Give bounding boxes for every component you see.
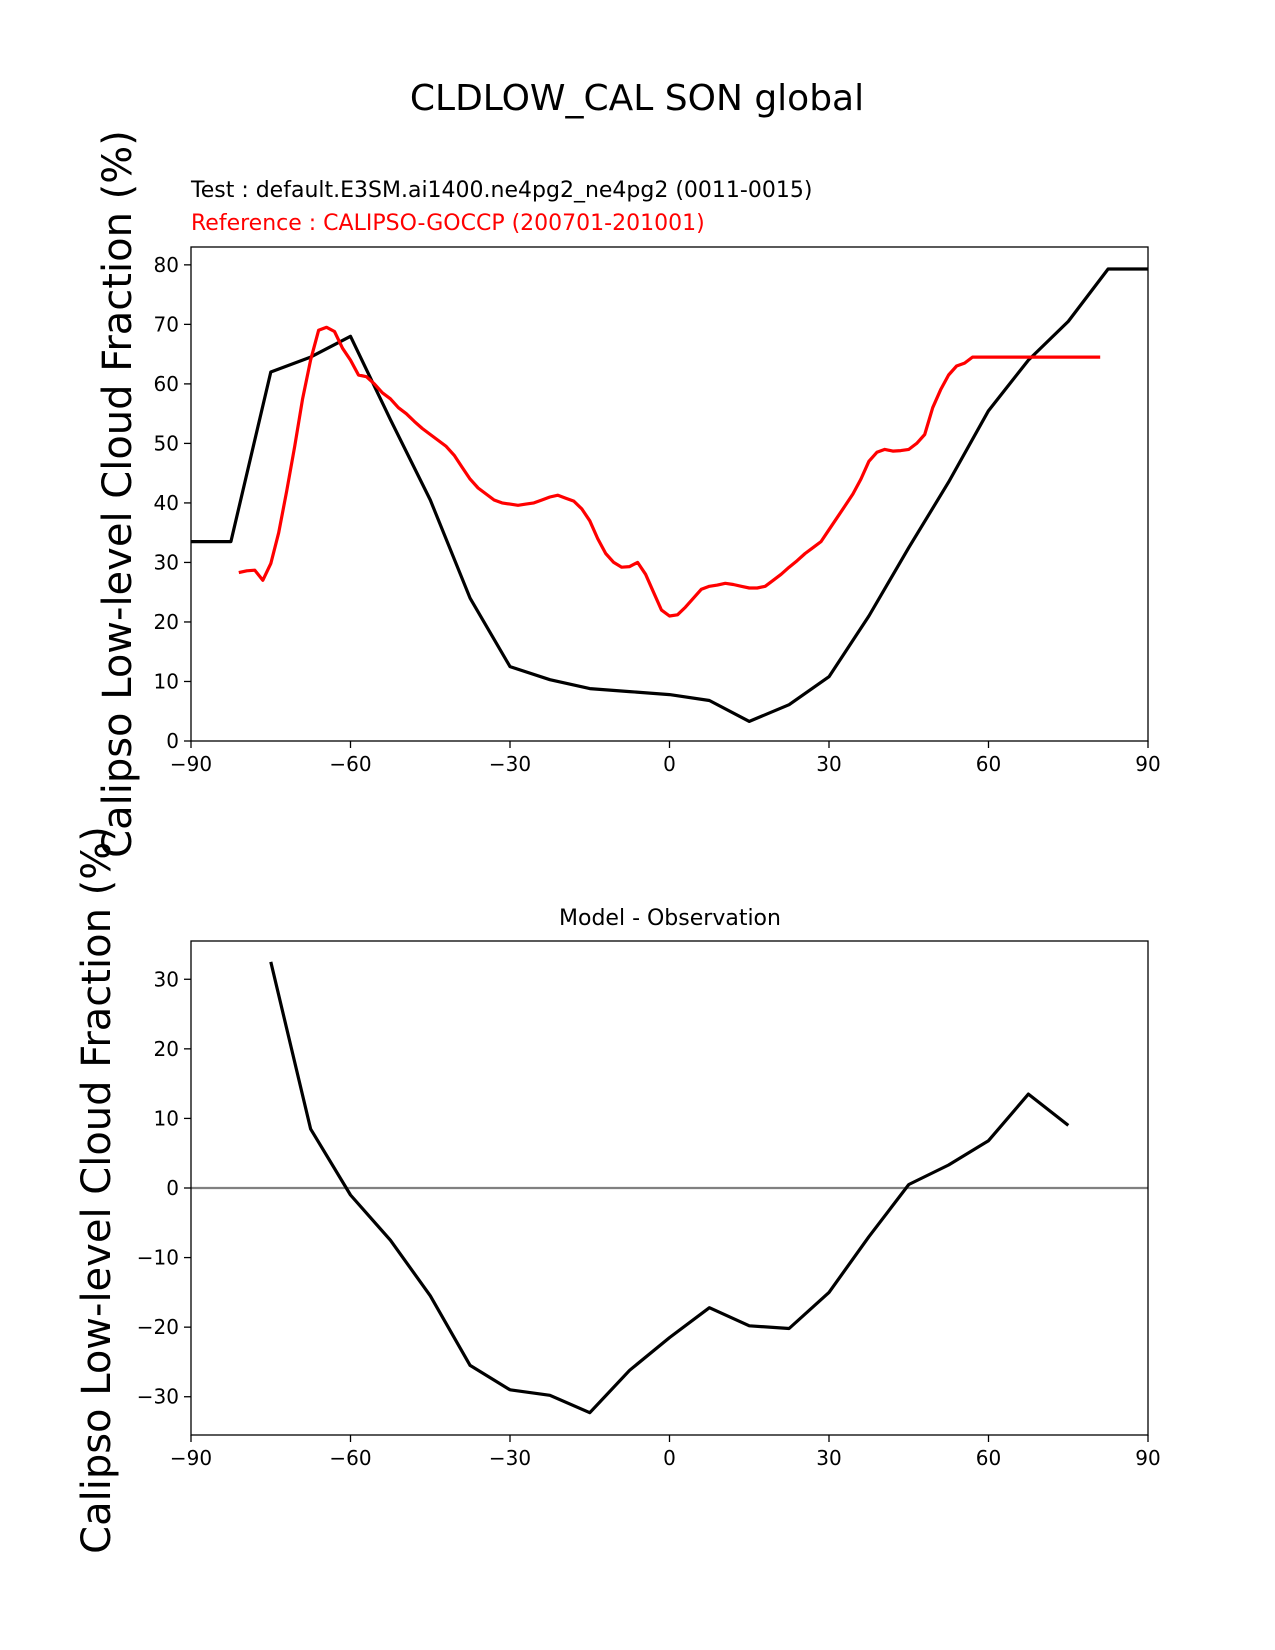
axes-frame [190, 246, 1149, 742]
y-tick-label: 60 [154, 372, 179, 396]
top-reference-label: Reference : CALIPSO-GOCCP (200701-201001… [191, 211, 705, 236]
top-y-axis-label: Calipso Low-level Cloud Fraction (%) [95, 130, 141, 858]
y-tick-label: 30 [154, 550, 179, 574]
x-tick-label: −90 [170, 1446, 212, 1470]
y-tick-label: 50 [154, 431, 179, 455]
bottom-y-axis-label: Calipso Low-level Cloud Fraction (%) [74, 826, 120, 1554]
y-tick-label: 0 [166, 1176, 179, 1200]
y-tick-label: 10 [154, 1106, 179, 1130]
x-tick-label: 0 [663, 752, 676, 776]
x-tick-label: −60 [329, 752, 371, 776]
x-tick-label: 0 [663, 1446, 676, 1470]
y-tick-label: 20 [154, 610, 179, 634]
top-panel: Test : default.E3SM.ai1400.ne4pg2_ne4pg2… [95, 130, 1161, 858]
top-plot-area: −90 −60 −30 0 30 60 90 0 10 20 30 40 50 60 70 80 [154, 246, 1161, 776]
x-tick-label: −90 [170, 752, 212, 776]
series-line-0 [269, 961, 1070, 1415]
x-tick-label: 90 [1135, 752, 1160, 776]
y-tick-label: 0 [166, 729, 179, 753]
series-line-1 [238, 325, 1101, 618]
y-tick-label: 20 [154, 1037, 179, 1061]
x-tick-label: 30 [816, 752, 841, 776]
bottom-plot-area: −90 −60 −30 0 30 60 90 −30 −20 −10 0 10 20 30 [137, 940, 1161, 1470]
y-tick-label: −20 [137, 1315, 179, 1339]
x-tick-label: 60 [976, 752, 1001, 776]
bottom-title: Model - Observation [559, 906, 781, 931]
bottom-panel: Model - Observation −90 −60 −30 0 30 60 90−30−… [74, 826, 1161, 1554]
y-tick-label: −30 [137, 1385, 179, 1409]
x-tick-label: −30 [489, 752, 531, 776]
x-tick-label: 30 [816, 1446, 841, 1470]
y-tick-label: 40 [154, 491, 179, 515]
x-tick-label: −60 [329, 1446, 371, 1470]
y-tick-label: 70 [154, 312, 179, 336]
x-tick-label: 90 [1135, 1446, 1160, 1470]
series-line-0 [191, 267, 1148, 724]
y-tick-label: 30 [154, 967, 179, 991]
y-tick-label: 10 [154, 669, 179, 693]
suptitle: CLDLOW_CAL SON global [410, 78, 864, 119]
top-test-label: Test : default.E3SM.ai1400.ne4pg2_ne4pg2… [190, 178, 812, 203]
x-tick-label: 60 [976, 1446, 1001, 1470]
x-tick-label: −30 [489, 1446, 531, 1470]
y-tick-label: 80 [154, 253, 179, 277]
y-tick-label: −10 [137, 1246, 179, 1270]
